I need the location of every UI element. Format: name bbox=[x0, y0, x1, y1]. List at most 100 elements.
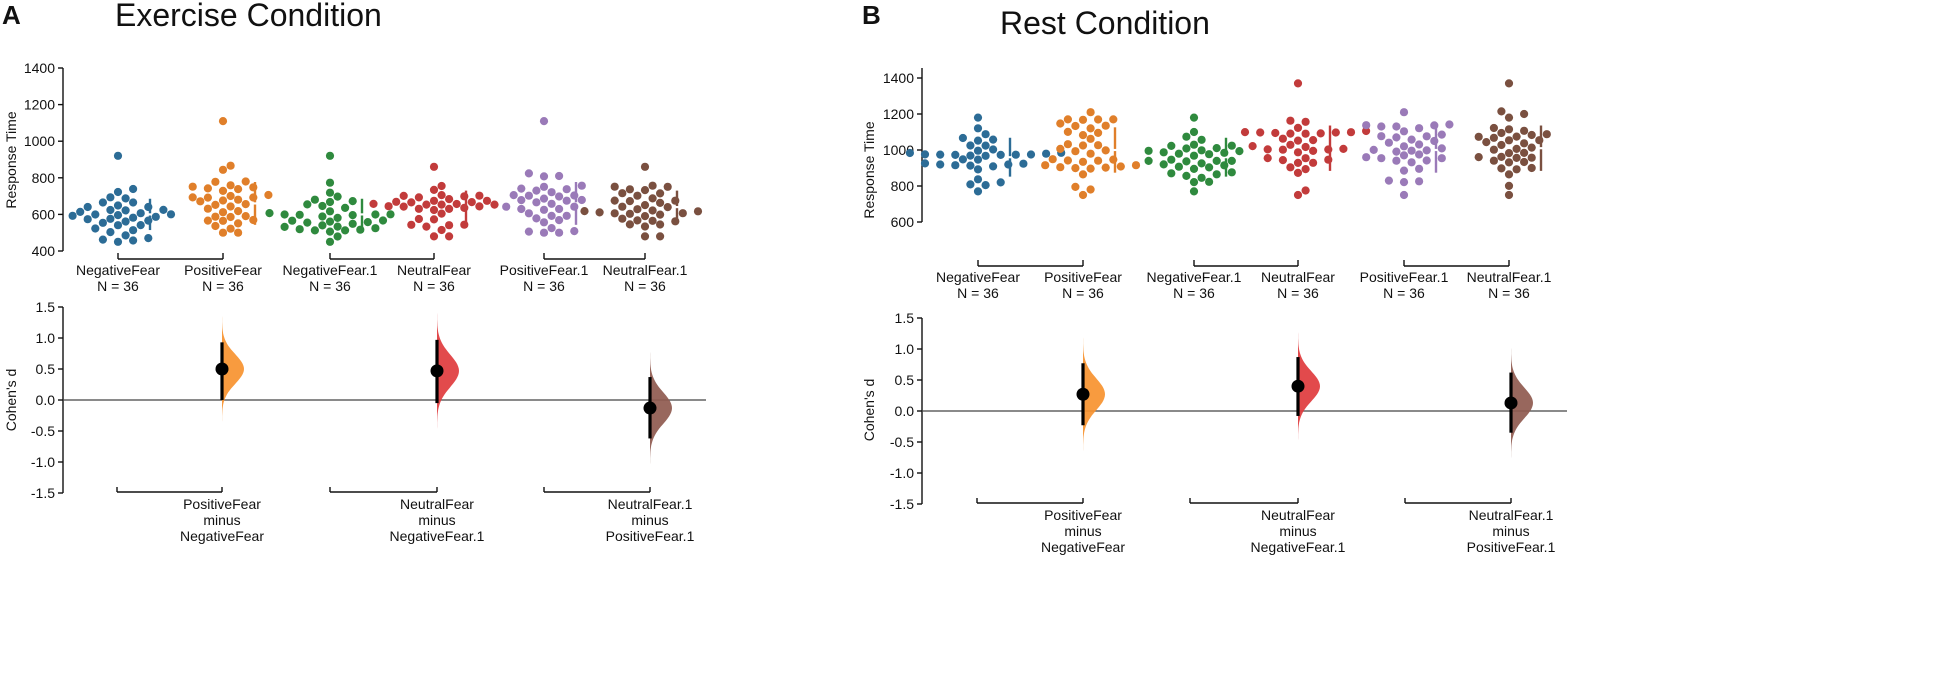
panel-a-swarm-dot bbox=[429, 232, 439, 241]
panel-a-swarm-dot bbox=[539, 194, 549, 203]
panel-b-swarm-dot bbox=[1415, 124, 1424, 133]
panel-a-swarm-dot bbox=[113, 151, 123, 160]
panel-a-swarm-dot bbox=[547, 199, 556, 208]
panel-a-swarm-dot bbox=[532, 186, 541, 195]
panel-b-swarm-dot bbox=[1512, 165, 1521, 174]
panel-b-swarm-dot bbox=[966, 151, 975, 160]
panel-a-swarm-dot bbox=[280, 222, 289, 231]
panel-a-swarm-dot bbox=[640, 186, 650, 195]
panel-b-swarm-dot bbox=[1063, 115, 1072, 124]
panel-a-swarm-dot bbox=[482, 196, 492, 205]
panel-b-swarm-dot bbox=[936, 150, 945, 159]
panel-b-swarm-dot bbox=[1309, 146, 1318, 155]
panel-b-swarm-dot bbox=[1189, 187, 1199, 196]
panel-b-n-label: N = 36 bbox=[1488, 285, 1530, 301]
panel-b-swarm-dot bbox=[1131, 161, 1141, 170]
panel-b-swarm-dot bbox=[1205, 177, 1214, 186]
panel-a-swarm-dot bbox=[310, 226, 319, 235]
panel-b-title: Rest Condition bbox=[1000, 5, 1210, 41]
panel-b-swarm-dot bbox=[1042, 149, 1051, 158]
panel-a-swarm-dot bbox=[640, 222, 650, 231]
panel-b-swarm-dot bbox=[981, 141, 990, 150]
panel-a-effect-ytick-label: 0.0 bbox=[36, 392, 56, 408]
panel-a-swarm-dot bbox=[325, 151, 335, 160]
panel-a-swarm-dot bbox=[693, 207, 703, 216]
panel-b-swarm-dot bbox=[1542, 130, 1551, 139]
panel-a-swarm-ytick-label: 600 bbox=[32, 206, 56, 222]
panel-b-category-label: NegativeFear bbox=[936, 269, 1020, 285]
panel-b-swarm-dot bbox=[1167, 141, 1176, 150]
panel-b-swarm-dot bbox=[1293, 168, 1303, 177]
panel-a-swarm-dot bbox=[129, 236, 138, 245]
panel-a-swarm-dot bbox=[203, 184, 212, 193]
panel-a-swarm-dot bbox=[234, 219, 243, 228]
panel-b-swarm-dot bbox=[1504, 79, 1514, 88]
panel-a-swarm-dot bbox=[218, 165, 228, 174]
panel-b-swarm-dot bbox=[1063, 127, 1072, 136]
panel-b-swarm-dot bbox=[1474, 132, 1483, 141]
panel-a-swarm-dot bbox=[539, 117, 549, 126]
panel-a-swarm-dot bbox=[656, 232, 665, 241]
panel-a-swarm-dot bbox=[218, 216, 228, 225]
panel-b-swarm-dot bbox=[1437, 130, 1446, 139]
panel-a-swarm-dot bbox=[656, 198, 665, 207]
panel-a-effect-distribution bbox=[222, 310, 244, 428]
panel-a-swarm-dot bbox=[288, 216, 297, 225]
panel-a-swarm-dot bbox=[265, 209, 274, 218]
panel-a-swarm-dot bbox=[98, 198, 107, 207]
panel-b-swarm-ytick-label: 1400 bbox=[883, 70, 914, 86]
panel-a-swarm-dot bbox=[437, 225, 446, 235]
panel-b-swarm-dot bbox=[905, 148, 915, 158]
panel-a-comparison-label: minus bbox=[203, 512, 240, 528]
panel-a-swarm-dot bbox=[203, 204, 212, 213]
panel-b-swarm-dot bbox=[1422, 132, 1431, 141]
panel-b-swarm-dot bbox=[1301, 165, 1310, 174]
panel-b-swarm-dot bbox=[1286, 129, 1295, 138]
panel-a-swarm-dot bbox=[490, 200, 499, 209]
panel-a-swarm-dot bbox=[280, 210, 289, 219]
panel-a-swarm-dot bbox=[333, 213, 342, 222]
panel-a-swarm-dot bbox=[475, 191, 484, 200]
panel-b-swarm-dot bbox=[1369, 145, 1378, 154]
panel-b-swarm-dot bbox=[1527, 130, 1536, 140]
panel-b-swarm-dot bbox=[1504, 181, 1514, 190]
panel-b-swarm-dot bbox=[1011, 150, 1020, 159]
panel-b-swarm-ylabel: Response Time bbox=[861, 121, 877, 218]
panel-a-swarm-dot bbox=[129, 226, 138, 235]
panel-b-swarm-dot bbox=[1293, 136, 1303, 145]
panel-a-swarm-dot bbox=[555, 216, 564, 225]
panel-a-swarm-dot bbox=[371, 224, 380, 233]
panel-a-swarm-dot bbox=[555, 204, 564, 214]
panel-a-swarm-dot bbox=[422, 200, 431, 209]
panel-b-comparison-label: minus bbox=[1492, 523, 1529, 539]
panel-b-n-label: N = 36 bbox=[1173, 285, 1215, 301]
panel-b-swarm-dot bbox=[1301, 142, 1310, 152]
panel-a-swarm-dot bbox=[429, 162, 439, 171]
panel-b-effect-ytick-label: 0.0 bbox=[895, 403, 915, 419]
panel-b-swarm-dot bbox=[1504, 170, 1514, 179]
panel-a-swarm-ytick-label: 800 bbox=[32, 170, 56, 186]
panel-b-swarm-dot bbox=[1407, 146, 1416, 155]
panel-a-title: Exercise Condition bbox=[115, 0, 382, 33]
panel-b-swarm-dot bbox=[1078, 157, 1088, 166]
panel-b-effect-ytick-label: 1.5 bbox=[895, 310, 915, 326]
panel-a-swarm-dot bbox=[570, 227, 579, 236]
panel-a-swarm-dot bbox=[640, 162, 650, 171]
panel-b-comparison-label: NeutralFear bbox=[1261, 507, 1335, 523]
panel-a-swarm-dot bbox=[524, 227, 534, 236]
panel-a-n-label: N = 36 bbox=[624, 278, 666, 294]
panel-a-swarm-dot bbox=[203, 193, 212, 202]
panel-a-swarm-dot bbox=[386, 210, 395, 219]
panel-a-comparison-label: NeutralFear bbox=[400, 496, 474, 512]
panel-a-swarm-dot bbox=[325, 237, 335, 246]
panel-a-swarm-dot bbox=[429, 185, 439, 194]
panel-b-swarm-dot bbox=[1415, 140, 1424, 149]
panel-b-effect-ylabel: Cohen's d bbox=[861, 379, 877, 442]
panel-b-swarm-dot bbox=[1301, 154, 1310, 163]
panel-a-swarm-dot bbox=[203, 216, 212, 225]
panel-a-swarm-dot bbox=[241, 177, 250, 186]
panel-b-swarm-dot bbox=[1240, 128, 1250, 137]
panel-b-swarm-dot bbox=[1205, 163, 1214, 172]
panel-b-swarm-dot bbox=[1078, 170, 1088, 179]
panel-a-swarm-dot bbox=[106, 193, 115, 202]
